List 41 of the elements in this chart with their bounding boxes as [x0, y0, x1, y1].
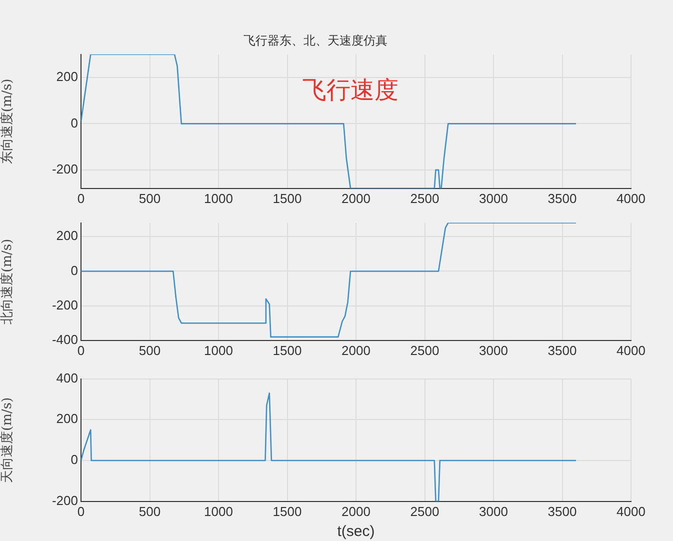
chart-title: 飞行器东、北、天速度仿真	[244, 33, 388, 48]
y-tick-label: 0	[70, 452, 78, 468]
x-tick-label: 1500	[272, 342, 302, 358]
x-tick-label: 500	[138, 342, 161, 358]
y-tick-label: -200	[52, 492, 78, 508]
y-tick-label: -200	[52, 297, 78, 312]
x-tick-label: 2500	[410, 342, 440, 358]
annotation: 飞行速度	[302, 76, 398, 104]
x-tick-label: 2500	[410, 190, 440, 206]
x-tick-label: 1000	[204, 342, 233, 358]
y-tick-label: 0	[70, 262, 78, 278]
x-tick-label: 1500	[272, 504, 302, 519]
x-tick-label: 4000	[616, 190, 646, 206]
x-tick-label: 3500	[548, 190, 577, 206]
x-tick-label: 3500	[548, 342, 577, 358]
x-tick-label: 500	[138, 190, 161, 206]
x-tick-label: 1000	[204, 190, 233, 206]
x-tick-label: 1000	[204, 504, 233, 519]
x-tick-label: 3000	[479, 504, 508, 519]
x-tick-label: 3000	[479, 190, 508, 206]
x-tick-label: 1500	[272, 190, 302, 206]
x-tick-label: 2500	[410, 504, 440, 519]
y-tick-label: -400	[52, 332, 78, 347]
y-tick-label: 0	[70, 115, 78, 130]
y-axis-title: 东向速度(m/s)	[0, 78, 16, 164]
y-axis-title: 天向速度(m/s)	[0, 397, 16, 483]
y-axis-title: 北向速度(m/s)	[0, 238, 16, 324]
y-tick-label: 400	[56, 370, 78, 386]
x-tick-label: 2000	[342, 342, 370, 358]
x-axis-title: t(sec)	[337, 523, 375, 540]
x-tick-label: 3000	[479, 342, 508, 358]
x-tick-label: 4000	[616, 342, 646, 358]
x-tick-label: 3500	[548, 504, 577, 519]
y-tick-label: 200	[56, 228, 78, 244]
y-tick-label: 200	[56, 411, 78, 426]
y-tick-label: 200	[56, 69, 78, 84]
x-tick-label: 500	[138, 504, 161, 519]
x-tick-label: 2000	[342, 504, 370, 519]
x-tick-label: 2000	[342, 190, 370, 206]
x-tick-label: 4000	[616, 504, 646, 519]
y-tick-label: -200	[52, 161, 78, 176]
